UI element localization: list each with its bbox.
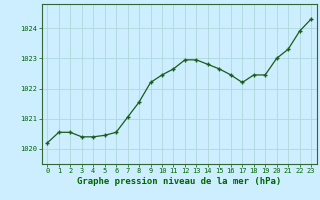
X-axis label: Graphe pression niveau de la mer (hPa): Graphe pression niveau de la mer (hPa)	[77, 177, 281, 186]
